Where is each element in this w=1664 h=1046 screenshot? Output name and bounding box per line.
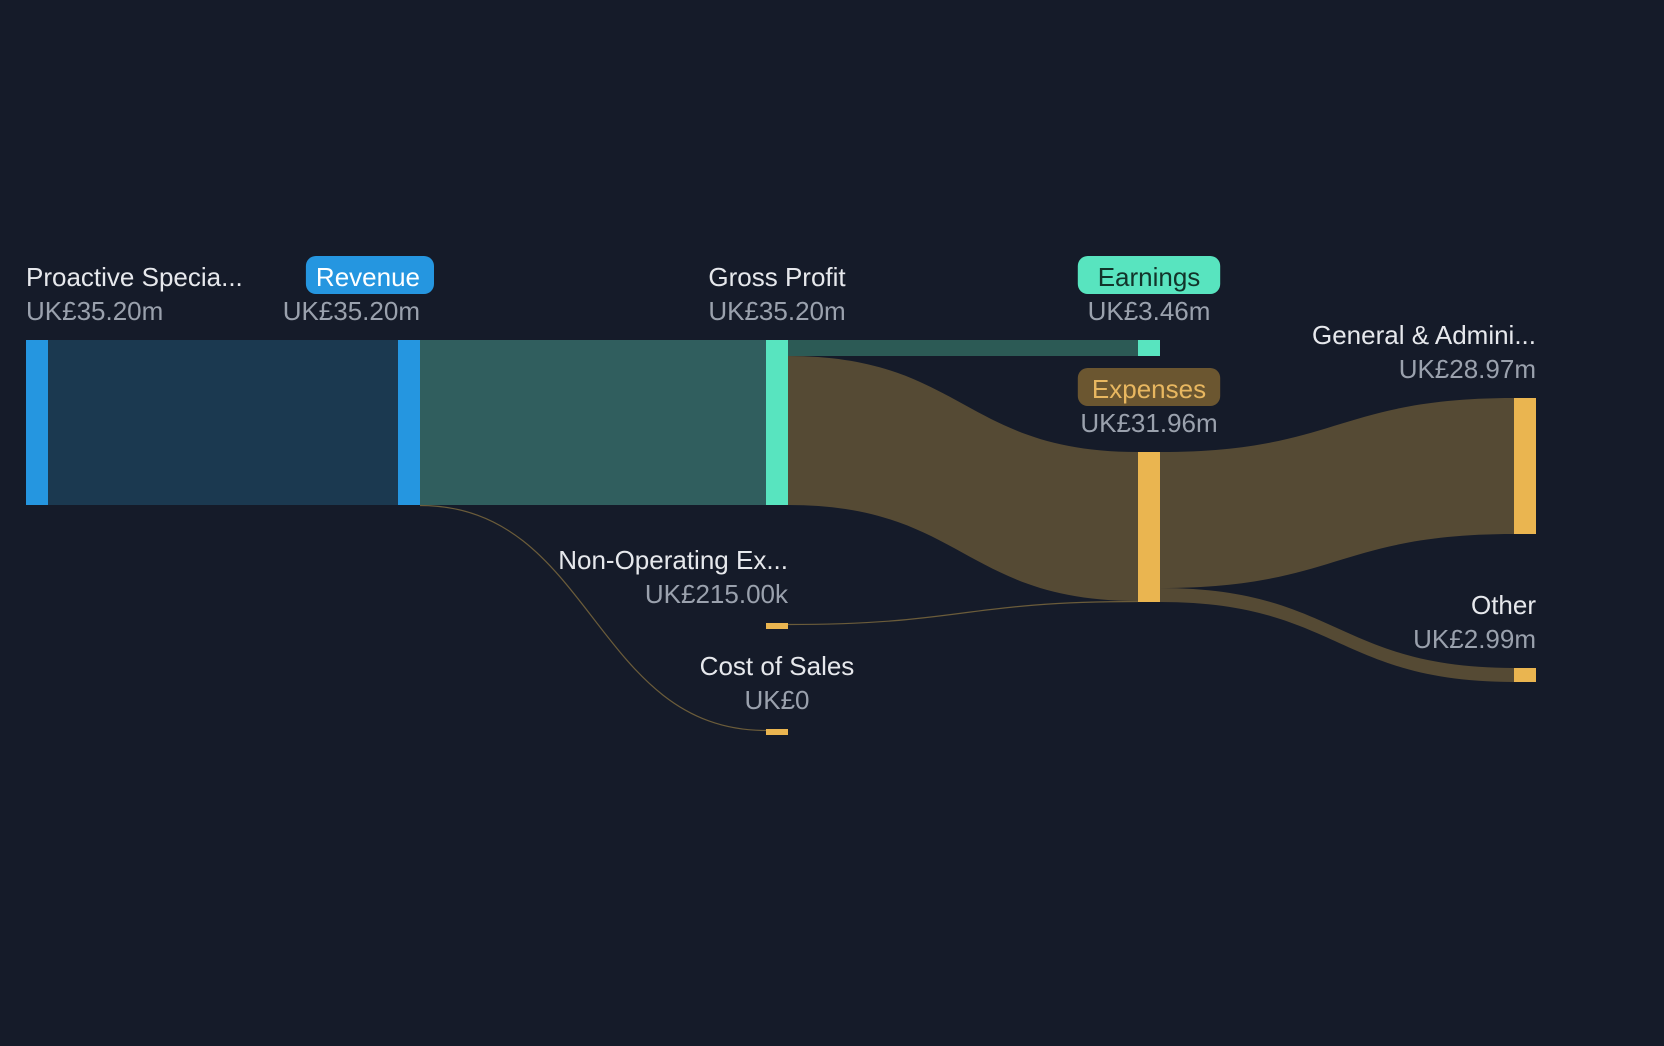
node-label-nonop: Non-Operating Ex... (558, 545, 788, 575)
node-label-other: Other (1471, 590, 1536, 620)
node-bar-revenue (398, 340, 420, 505)
node-bar-ga (1514, 398, 1536, 534)
node-label-expenses: Expenses (1092, 374, 1206, 404)
node-label-proactive: Proactive Specia... (26, 262, 243, 292)
node-bar-gross_profit (766, 340, 788, 505)
link-revenue-gross_profit (420, 340, 766, 505)
node-bar-nonop (766, 623, 788, 629)
link-proactive-revenue (48, 340, 398, 505)
node-bar-expenses (1138, 452, 1160, 602)
node-bar-earnings (1138, 340, 1160, 356)
node-label-ga: General & Admini... (1312, 320, 1536, 350)
link-revenue-cos (420, 506, 766, 731)
node-value-proactive: UK£35.20m (26, 296, 163, 326)
node-value-cos: UK£0 (744, 685, 809, 715)
node-bar-proactive (26, 340, 48, 505)
sankey-chart: Proactive Specia... UK£35.20m Revenue UK£35… (0, 0, 1664, 1046)
node-value-ga: UK£28.97m (1399, 354, 1536, 384)
node-value-expenses: UK£31.96m (1080, 408, 1217, 438)
node-value-revenue: UK£35.20m (283, 296, 420, 326)
node-bar-other (1514, 668, 1536, 682)
node-label-cos: Cost of Sales (700, 651, 855, 681)
node-label-revenue: Revenue (316, 262, 420, 292)
node-value-other: UK£2.99m (1413, 624, 1536, 654)
node-label-earnings: Earnings (1098, 262, 1201, 292)
link-gross_profit-earnings (788, 340, 1138, 356)
node-value-nonop: UK£215.00k (645, 579, 789, 609)
node-value-earnings: UK£3.46m (1088, 296, 1211, 326)
link-nonop-expenses (788, 602, 1138, 625)
node-value-gross_profit: UK£35.20m (708, 296, 845, 326)
node-bar-cos (766, 729, 788, 735)
node-label-gross_profit: Gross Profit (708, 262, 846, 292)
